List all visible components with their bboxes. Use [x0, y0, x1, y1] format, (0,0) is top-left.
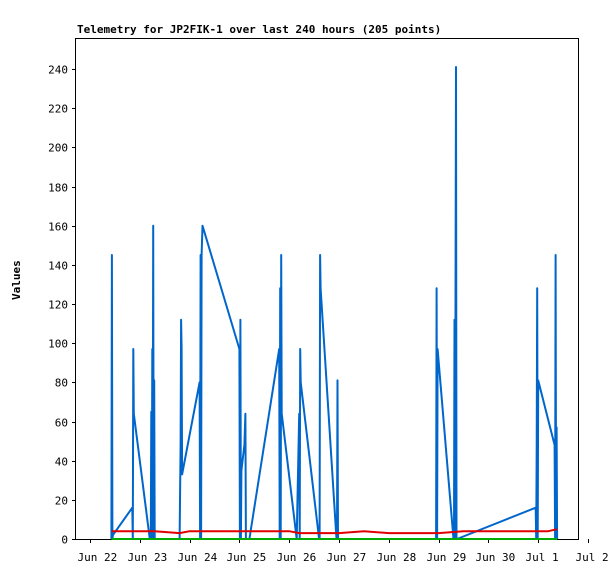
y-tick-label: 200 [48, 142, 68, 155]
y-tick-label: 120 [48, 299, 68, 312]
y-tick-label: 220 [48, 103, 68, 116]
x-tick-label: Jul 2 [576, 551, 609, 564]
y-tick-label: 60 [55, 417, 68, 430]
y-axis: 0 20 40 60 80 100 120 140 160 180 200 220 240 [48, 64, 76, 547]
x-tick-label: Jun 30 [476, 551, 516, 564]
y-tick-label: 160 [48, 221, 68, 234]
series-line-1 [111, 528, 558, 535]
y-tick-label: 20 [55, 495, 68, 508]
x-tick-label: Jun 26 [277, 551, 317, 564]
y-tick-label: 0 [61, 534, 68, 547]
x-tick-label: Jun 28 [377, 551, 417, 564]
x-tick-label: Jun 23 [128, 551, 168, 564]
y-tick-label: 140 [48, 260, 68, 273]
x-tick-label: Jul 1 [526, 551, 559, 564]
x-tick-label: Jun 22 [78, 551, 118, 564]
chart-title: Telemetry for JP2FIK-1 over last 240 hou… [77, 23, 442, 36]
series-group [110, 66, 559, 540]
x-tick-label: Jun 29 [427, 551, 467, 564]
x-axis: Jun 22 Jun 23 Jun 24 Jun 25 Jun 26 Jun 27 Jun … [78, 539, 609, 564]
y-tick-label: 40 [55, 456, 68, 469]
y-tick-label: 240 [48, 64, 68, 77]
x-tick-label: Jun 25 [227, 551, 267, 564]
y-tick-label: 180 [48, 182, 68, 195]
y-tick-label: 100 [48, 338, 68, 351]
x-tick-label: Jun 27 [327, 551, 367, 564]
y-tick-label: 80 [55, 377, 68, 390]
x-tick-label: Jun 24 [178, 551, 218, 564]
series-line-0 [110, 66, 559, 540]
